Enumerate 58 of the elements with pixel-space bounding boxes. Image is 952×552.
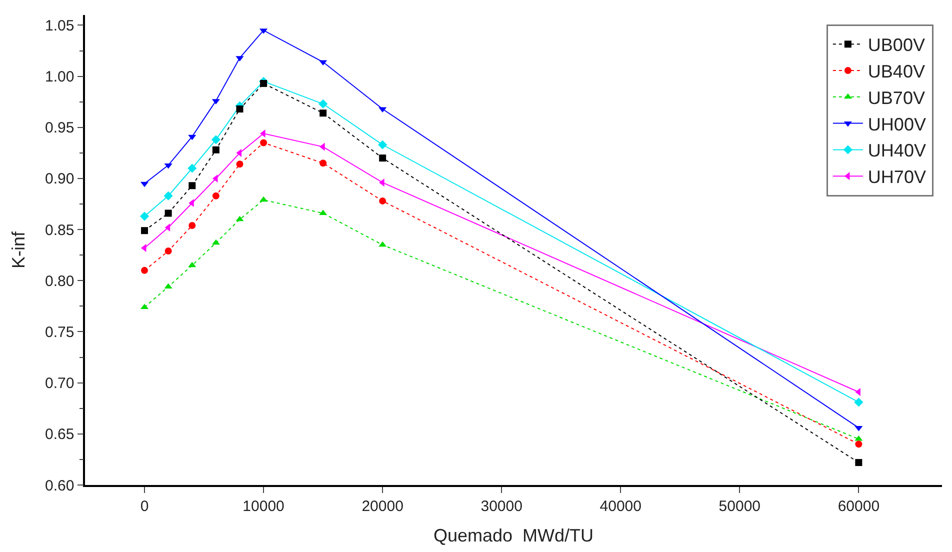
y-tick-label: 0.95	[45, 120, 74, 137]
point	[320, 160, 327, 167]
legend-label: UH70V	[868, 167, 926, 188]
point	[188, 262, 196, 268]
point	[378, 140, 388, 150]
point	[260, 80, 268, 87]
x-tick-label: 20000	[362, 498, 404, 515]
y-tick-label: 0.90	[45, 170, 74, 188]
point	[236, 160, 244, 168]
point	[855, 459, 862, 466]
legend-label: UH40V	[868, 140, 926, 161]
point	[318, 99, 328, 108]
y-tick-label: 0.60	[45, 477, 74, 494]
point	[141, 266, 148, 274]
y-tick-label: 0.70	[45, 375, 74, 392]
point	[855, 440, 862, 448]
point	[212, 192, 220, 200]
point	[188, 182, 196, 190]
y-axis-title: K-inf	[8, 230, 29, 269]
point	[236, 216, 244, 222]
legend-label: UB40V	[868, 62, 925, 82]
y-tick-label: 1.00	[45, 68, 74, 86]
point	[164, 283, 172, 289]
point	[854, 398, 864, 407]
x-tick-label: 60000	[838, 498, 880, 515]
y-tick-label: 0.85	[45, 222, 74, 239]
legend-label: UB00V	[868, 35, 925, 56]
point	[164, 248, 172, 255]
point	[164, 210, 172, 217]
x-tick-label: 10000	[242, 498, 284, 515]
point	[260, 196, 268, 202]
point	[188, 222, 196, 229]
y-tick-label: 0.80	[45, 272, 74, 290]
point	[236, 106, 244, 112]
point	[141, 227, 148, 234]
y-tick-label: 0.75	[45, 324, 74, 341]
x-tick-label: 0	[140, 498, 149, 515]
y-tick-label: 0.65	[45, 426, 74, 444]
point	[140, 212, 150, 221]
point	[188, 164, 197, 173]
x-tick-label: 40000	[600, 498, 642, 515]
point	[212, 146, 220, 154]
point	[212, 239, 220, 245]
x-axis-title: Quemado MWd/TU	[433, 525, 594, 546]
point	[164, 191, 173, 200]
x-tick-label: 30000	[480, 498, 522, 515]
point	[379, 154, 386, 162]
x-tick-label: 50000	[718, 498, 761, 515]
point	[320, 110, 327, 117]
y-tick-label: 1.05	[45, 17, 74, 34]
point	[164, 163, 172, 169]
legend-label: UH00V	[868, 114, 926, 134]
legend-label: UB70V	[868, 88, 925, 108]
point	[188, 134, 196, 140]
point	[211, 135, 220, 144]
point	[378, 241, 387, 247]
point	[379, 197, 386, 204]
point	[260, 139, 268, 146]
